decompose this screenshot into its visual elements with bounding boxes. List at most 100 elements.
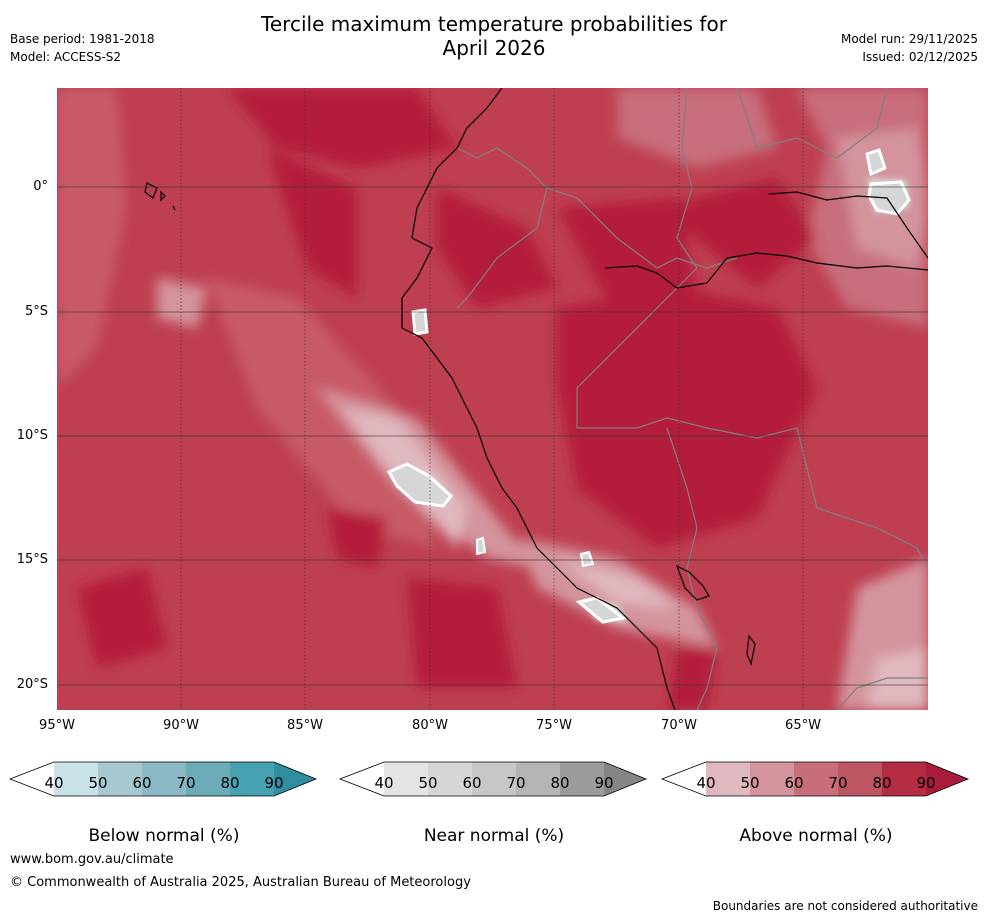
cb3-tick-80: 80 — [872, 774, 892, 792]
border-bolivia-chile — [696, 647, 718, 710]
cb2-tick-80: 80 — [550, 774, 570, 792]
bom-url: www.bom.gov.au/climate — [10, 852, 174, 867]
title-line-1: Tercile maximum temperature probabilitie… — [261, 12, 727, 36]
lat-label-15s: 15°S — [16, 552, 48, 567]
colorbar-above-normal — [660, 760, 972, 800]
cb2-tick-40: 40 — [374, 774, 394, 792]
colorbar-near-normal — [338, 760, 650, 800]
river-negro — [768, 191, 928, 259]
cb1-tick-60: 60 — [132, 774, 152, 792]
lat-label-20s: 20°S — [16, 677, 48, 692]
border-colombia-peru — [546, 187, 738, 269]
lon-label-80w: 80°W — [412, 718, 448, 733]
colorbar-below-swatch-3 — [142, 762, 186, 796]
colorbar-below-swatch-6 — [274, 762, 316, 796]
map-svg — [57, 88, 928, 710]
shade-80-90-north — [227, 88, 457, 168]
amazon-river — [604, 252, 928, 289]
near-normal-contour-7 — [579, 550, 595, 568]
shade-60-70-band — [207, 278, 437, 548]
map-title: Tercile maximum temperature probabilitie… — [0, 12, 988, 60]
cb1-tick-40: 40 — [44, 774, 64, 792]
colorbar-below-normal — [8, 760, 320, 800]
colorbar-near-swatch-1 — [384, 762, 428, 796]
colorbar-near-label: Near normal (%) — [423, 826, 565, 846]
colorbar-near-swatch-6 — [604, 762, 646, 796]
colorbar-above-swatch-6 — [926, 762, 968, 796]
colorbar-near-swatch-2 — [428, 762, 472, 796]
colorbar-near-swatch-5 — [560, 762, 604, 796]
lon-label-95w: 95°W — [39, 718, 75, 733]
border-colombia-brazil — [676, 88, 698, 269]
shade-80-90-interior-ne — [657, 178, 817, 288]
shade-60-70-ne — [617, 88, 777, 168]
cb1-tick-80: 80 — [220, 774, 240, 792]
border-south-east — [836, 677, 928, 710]
lat-label-5s: 5°S — [24, 304, 48, 319]
cb1-tick-70: 70 — [176, 774, 196, 792]
shade-80-90-interior-n — [557, 198, 697, 318]
galapagos-islands — [144, 182, 176, 211]
cb1-tick-90: 90 — [264, 774, 284, 792]
colorbar-below-swatch-0 — [10, 762, 54, 796]
colorbar-above-swatch-0 — [662, 762, 706, 796]
colorbar-above-swatch-4 — [838, 762, 882, 796]
shade-80-90-north-2 — [267, 148, 357, 298]
shade-60-70-west — [57, 88, 127, 388]
border-peru-bolivia — [666, 427, 718, 649]
model-name: Model: ACCESS-S2 — [10, 50, 122, 64]
colorbar-above-swatch-5 — [882, 762, 926, 796]
colorbar-below-swatch-5 — [230, 762, 274, 796]
copyright: © Commonwealth of Australia 2025, Austra… — [10, 875, 471, 890]
shade-80-90-south — [407, 578, 517, 688]
lon-label-70w: 70°W — [661, 718, 697, 733]
base-period: Base period: 1981-2018 — [10, 32, 155, 46]
shade-50-60-west-patch — [157, 278, 207, 328]
near-normal-contour-2 — [575, 596, 627, 624]
colorbar-near-swatch-3 — [472, 762, 516, 796]
shade-40-50-se — [867, 648, 928, 710]
border-peru-brazil-bolivia — [576, 267, 928, 569]
colorbar-above-label: Above normal (%) — [739, 826, 893, 846]
title-line-2: April 2026 — [442, 36, 546, 60]
lon-label-65w: 65°W — [785, 718, 821, 733]
colorbar-near-swatch-4 — [516, 762, 560, 796]
colorbar-below-swatch-2 — [98, 762, 142, 796]
lon-label-75w: 75°W — [536, 718, 572, 733]
cb1-tick-50: 50 — [88, 774, 108, 792]
cb3-tick-70: 70 — [828, 774, 848, 792]
near-normal-contour-1 — [386, 462, 454, 508]
shade-40-50-south — [557, 558, 677, 608]
cb2-tick-90: 90 — [594, 774, 614, 792]
model-run: Model run: 29/11/2025 — [840, 32, 978, 46]
lat-label-10s: 10°S — [16, 428, 48, 443]
lat-label-0: 0° — [33, 179, 48, 194]
disclaimer: Boundaries are not considered authoritat… — [712, 899, 978, 913]
cb3-tick-60: 60 — [784, 774, 804, 792]
shade-80-90-far-sw — [77, 568, 167, 668]
shade-80-90-coast — [437, 188, 557, 308]
lon-label-90w: 90°W — [163, 718, 199, 733]
lake-poopo — [746, 634, 756, 667]
probability-map — [57, 88, 928, 710]
cb2-tick-60: 60 — [462, 774, 482, 792]
cb3-tick-90: 90 — [916, 774, 936, 792]
near-normal-contour-4 — [865, 148, 887, 177]
cb3-tick-40: 40 — [696, 774, 716, 792]
pacific-coastline — [401, 88, 676, 710]
shade-80-90-interior — [557, 288, 817, 548]
colorbar-above-swatch-3 — [794, 762, 838, 796]
near-normal-contour-6 — [476, 536, 487, 556]
cb2-tick-70: 70 — [506, 774, 526, 792]
lon-label-85w: 85°W — [287, 718, 323, 733]
border-venezuela — [736, 88, 888, 159]
near-normal-contour-5 — [411, 308, 429, 336]
cb3-tick-50: 50 — [740, 774, 760, 792]
shade-80-90-sw — [327, 508, 387, 568]
colorbar-below-label: Below normal (%) — [88, 826, 240, 846]
colorbar-below-swatch-1 — [54, 762, 98, 796]
colorbar-above-swatch-2 — [750, 762, 794, 796]
colorbar-above-swatch-1 — [706, 762, 750, 796]
colorbar-below-swatch-4 — [186, 762, 230, 796]
cb2-tick-50: 50 — [418, 774, 438, 792]
